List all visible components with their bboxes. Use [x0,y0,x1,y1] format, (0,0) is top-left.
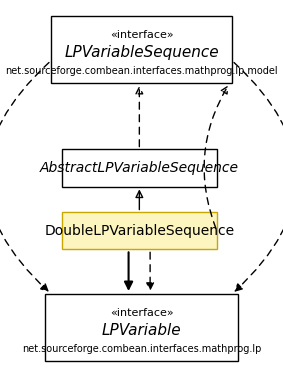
FancyBboxPatch shape [51,16,232,83]
FancyBboxPatch shape [62,150,217,186]
Text: «interface»: «interface» [110,307,173,317]
Text: LPVariableSequence: LPVariableSequence [64,46,219,60]
Text: «interface»: «interface» [110,30,173,40]
Text: DoubleLPVariableSequence: DoubleLPVariableSequence [44,224,234,238]
Text: LPVariable: LPVariable [102,323,181,338]
Text: net.sourceforge.combean.interfaces.mathprog.lp.model: net.sourceforge.combean.interfaces.mathp… [5,66,278,76]
FancyBboxPatch shape [45,294,238,360]
FancyBboxPatch shape [62,212,217,250]
Text: AbstractLPVariableSequence: AbstractLPVariableSequence [40,161,239,175]
Text: net.sourceforge.combean.interfaces.mathprog.lp: net.sourceforge.combean.interfaces.mathp… [22,344,261,354]
